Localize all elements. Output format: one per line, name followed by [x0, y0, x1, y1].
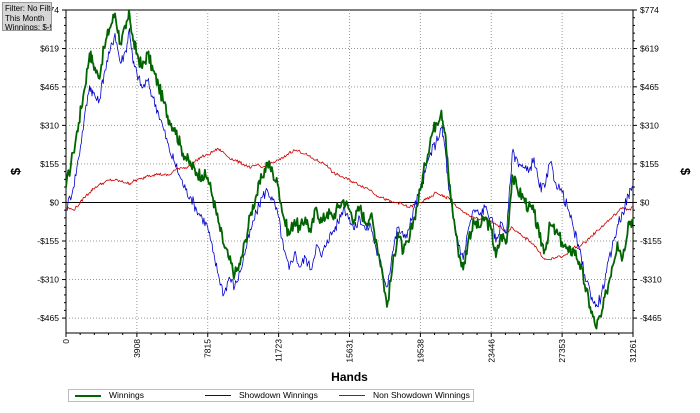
filter-text: Filter: No Filter	[5, 4, 51, 13]
y-tick-label-right: -$310	[640, 275, 662, 285]
x-tick-label: 3908	[132, 339, 142, 358]
y-tick-label-right: $310	[640, 120, 659, 130]
x-tick-label: 7815	[203, 339, 213, 358]
y-tick-label-left: $310	[40, 120, 59, 130]
x-tick-label: 15631	[345, 339, 355, 363]
plot-frame	[65, 9, 634, 334]
y-tick-label-left: -$465	[37, 313, 59, 323]
winnings-text: Winnings: $-9.55	[5, 23, 51, 31]
y-axis-title-left: $	[8, 167, 23, 175]
y-tick-label-right: $774	[640, 5, 659, 15]
legend-label-winnings: Winnings	[109, 390, 144, 400]
y-tick-label-left: $155	[40, 159, 59, 169]
period-text: This Month	[5, 13, 45, 23]
y-tick-label-right: $465	[640, 82, 659, 92]
x-axis-title: Hands	[331, 370, 368, 384]
x-tick-label: 0	[61, 339, 71, 344]
x-tick-label: 11723	[274, 339, 284, 362]
series-line-winnings	[65, 9, 634, 330]
y-tick-label-right: $0	[640, 197, 650, 207]
y-tick-label-left: -$155	[37, 236, 59, 246]
legend-swatch-winnings	[75, 395, 101, 397]
y-tick-label-left: $619	[40, 44, 59, 54]
y-tick-label-right: -$155	[640, 236, 662, 246]
legend-label-non-showdown: Non Showdown Winnings	[373, 390, 470, 400]
y-tick-label-left: $465	[40, 82, 59, 92]
x-tick-label: 23446	[486, 339, 496, 363]
y-tick-label-right: $619	[640, 44, 659, 54]
y-tick-label-left: -$310	[37, 275, 59, 285]
y-tick-label-right: -$465	[640, 313, 662, 323]
x-tick-label: 31261	[628, 339, 638, 363]
y-tick-label-left: $0	[50, 197, 60, 207]
y-tick-label-right: $155	[640, 159, 659, 169]
series-line-non-showdown-winnings	[65, 147, 634, 261]
legend-swatch-showdown	[205, 395, 231, 396]
x-tick-label: 27353	[557, 339, 567, 363]
chart-legend: Winnings Showdown Winnings Non Showdown …	[68, 389, 474, 402]
x-tick-label: 19538	[415, 339, 425, 363]
legend-swatch-non-showdown	[339, 395, 365, 396]
y-axis-title-right: $	[678, 168, 693, 176]
series-line-showdown-winnings	[65, 28, 634, 308]
filter-info-box: Filter: No Filter This Month Winnings: $…	[2, 2, 52, 31]
legend-label-showdown: Showdown Winnings	[239, 390, 318, 400]
